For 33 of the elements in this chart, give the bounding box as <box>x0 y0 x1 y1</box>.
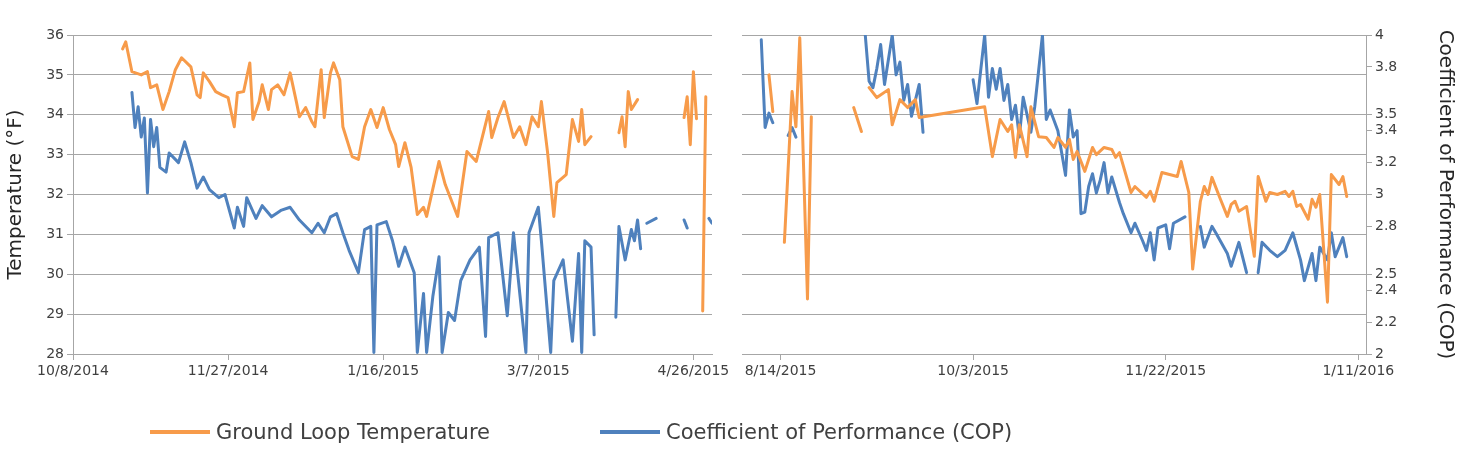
x-tick-label: 3/7/2015 <box>506 362 570 379</box>
y-tick-label: 31 <box>46 225 64 242</box>
y-tick-label: 32 <box>46 185 64 202</box>
y-tick-label: 30 <box>46 264 64 281</box>
y2-tick-label: 3 <box>1375 185 1384 202</box>
x-tick-label: 8/14/2015 <box>744 362 817 379</box>
y-tick-label: 29 <box>46 304 64 321</box>
y-tick-label: 28 <box>46 344 64 361</box>
y2-tick-label: 4 <box>1375 25 1384 42</box>
x-tick-label: 1/11/2016 <box>1322 362 1395 379</box>
y2-tick-label: 3.2 <box>1375 153 1398 170</box>
x-tick-label: 4/26/2015 <box>657 362 730 379</box>
y-tick-label: 33 <box>46 145 64 162</box>
y-axis-title: Temperature (°F) <box>2 109 27 281</box>
legend-label: Coefficient of Performance (COP) <box>665 420 1013 444</box>
y2-tick-label: 3.4 <box>1375 121 1398 138</box>
x-tick-label: 1/16/2015 <box>347 362 420 379</box>
legend-label: Ground Loop Temperature <box>216 420 490 444</box>
x-tick-label: 11/22/2015 <box>1125 362 1207 379</box>
x-tick-label: 11/27/2014 <box>187 362 269 379</box>
y2-tick-label: 2.2 <box>1375 312 1398 329</box>
x-tick-label: 10/3/2015 <box>937 362 1010 379</box>
y2-tick-label: 3.5 <box>1375 105 1398 122</box>
y-tick-label: 36 <box>46 25 65 42</box>
y2-axis-title: Coefficient of Performance (COP) <box>1434 29 1459 360</box>
y2-tick-label: 2.5 <box>1375 264 1398 281</box>
y2-tick-label: 3.8 <box>1375 57 1398 74</box>
y-tick-label: 35 <box>46 65 64 82</box>
x-tick-label: 10/8/2014 <box>37 362 109 379</box>
y2-tick-label: 2.8 <box>1375 217 1398 234</box>
y2-tick-label: 2.4 <box>1375 280 1398 297</box>
y-tick-label: 34 <box>46 105 65 122</box>
y2-tick-label: 2 <box>1375 344 1384 361</box>
